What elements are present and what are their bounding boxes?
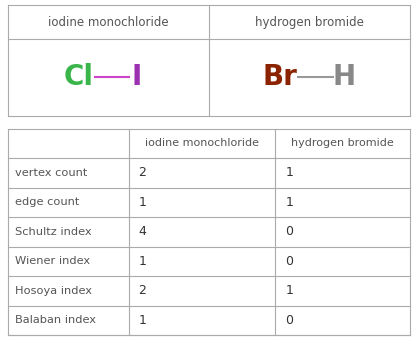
Text: 0: 0 — [285, 314, 293, 327]
Text: 1: 1 — [285, 284, 293, 297]
Text: iodine monochloride: iodine monochloride — [145, 138, 259, 149]
Text: 0: 0 — [285, 225, 293, 238]
Text: I: I — [131, 64, 142, 91]
Text: 1: 1 — [139, 255, 146, 268]
Text: 0: 0 — [285, 255, 293, 268]
Text: vertex count: vertex count — [15, 168, 87, 178]
Text: hydrogen bromide: hydrogen bromide — [291, 138, 394, 149]
Text: Schultz index: Schultz index — [15, 227, 92, 237]
Text: Wiener index: Wiener index — [15, 256, 90, 266]
Text: 2: 2 — [139, 284, 146, 297]
Text: edge count: edge count — [15, 198, 79, 207]
Text: 1: 1 — [139, 196, 146, 209]
Text: 1: 1 — [285, 196, 293, 209]
Text: 2: 2 — [139, 167, 146, 180]
Text: Hosoya index: Hosoya index — [15, 286, 92, 296]
Text: 4: 4 — [139, 225, 146, 238]
Text: Balaban index: Balaban index — [15, 315, 96, 325]
Text: hydrogen bromide: hydrogen bromide — [255, 16, 364, 29]
Text: Cl: Cl — [64, 64, 94, 91]
Text: 1: 1 — [285, 167, 293, 180]
Text: H: H — [333, 64, 356, 91]
Text: 1: 1 — [139, 314, 146, 327]
Text: Br: Br — [262, 64, 297, 91]
Text: iodine monochloride: iodine monochloride — [48, 16, 169, 29]
